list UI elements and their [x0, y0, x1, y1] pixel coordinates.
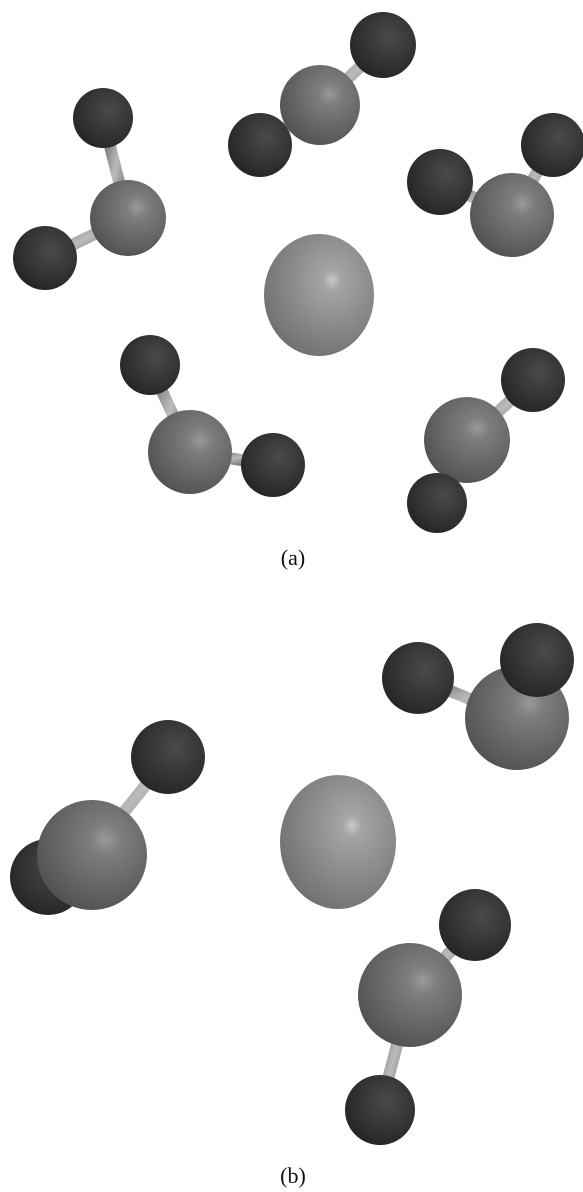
- hydrogen: [521, 113, 583, 177]
- hydrogen: [241, 433, 305, 497]
- hydrogen: [382, 642, 454, 714]
- page: {"panels": [{"label": "(a)"}, {"label": …: [0, 0, 583, 1192]
- hydrogen: [120, 335, 180, 395]
- hydrogen: [345, 1075, 415, 1145]
- panel-b: (b): [10, 623, 574, 1188]
- oxygen: [280, 65, 360, 145]
- hydrogen: [350, 12, 416, 78]
- hydrogen: [500, 623, 574, 697]
- hydrogen: [13, 226, 77, 290]
- oxygen: [424, 397, 510, 483]
- hydrogen: [407, 149, 473, 215]
- oxygen: [470, 173, 554, 257]
- ion: [264, 234, 374, 356]
- panel-a: (a): [13, 12, 583, 570]
- hydrogen: [228, 113, 292, 177]
- hydrogen: [131, 720, 205, 794]
- hydrogen: [407, 473, 467, 533]
- panel-label: (a): [281, 545, 305, 570]
- oxygen: [148, 410, 232, 494]
- oxygen: [90, 180, 166, 256]
- panel-label: (b): [280, 1163, 306, 1188]
- hydrogen: [73, 88, 133, 148]
- oxygen: [358, 943, 462, 1047]
- hydrogen: [439, 889, 511, 961]
- hydrogen: [501, 348, 565, 412]
- figure: (a) (b): [0, 0, 583, 1192]
- ion: [280, 775, 396, 909]
- oxygen: [37, 800, 147, 910]
